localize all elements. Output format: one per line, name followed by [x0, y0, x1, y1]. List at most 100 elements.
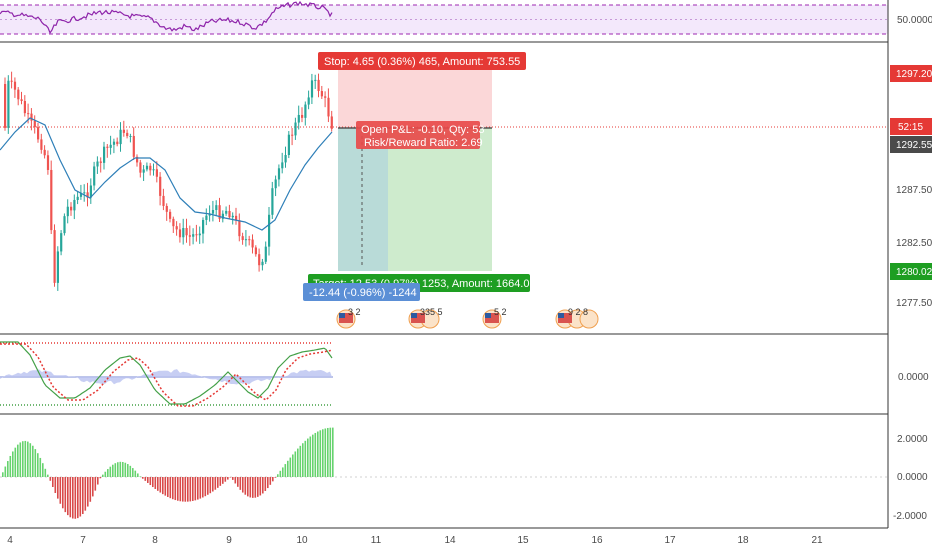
histogram-bar: [59, 477, 62, 504]
candle: [238, 220, 241, 237]
histogram-bar: [129, 465, 132, 477]
candle: [241, 236, 244, 241]
candle: [70, 206, 73, 211]
histogram-bar: [69, 477, 72, 518]
histogram-bar: [327, 427, 329, 477]
histogram-bar: [309, 436, 312, 477]
candles-group: [4, 71, 333, 291]
histogram-bar: [97, 477, 99, 485]
event-badge[interactable]: 335 5: [408, 307, 443, 329]
candle: [264, 246, 267, 262]
candle: [119, 129, 122, 145]
candle: [112, 141, 116, 145]
candle: [228, 210, 231, 218]
histogram-bar: [159, 477, 162, 493]
histogram-bar: [209, 477, 212, 494]
histogram-bar: [219, 477, 222, 486]
histogram-bar: [27, 441, 29, 477]
candle: [27, 113, 30, 115]
candle: [165, 205, 168, 212]
histogram-bar: [227, 477, 229, 480]
x-tick-label: 11: [371, 535, 382, 546]
histogram-bar: [262, 477, 264, 494]
stop-zone: [338, 70, 492, 128]
histogram-bar: [7, 461, 9, 477]
x-tick-label: 15: [517, 535, 529, 546]
histogram-bar: [154, 477, 157, 489]
stoch-d-line: [0, 343, 333, 407]
pnl-label-box: [356, 121, 480, 149]
candle: [155, 169, 158, 177]
candle: [96, 161, 99, 167]
histogram-bar: [199, 477, 202, 499]
stoch-histogram-fill: [0, 369, 332, 385]
candle: [218, 205, 221, 219]
histogram-bar: [112, 464, 114, 477]
histogram-bar: [214, 477, 217, 490]
candle: [40, 139, 43, 150]
measure-label: -12.44 (-0.96%) -1244: [309, 287, 417, 299]
candle: [66, 206, 69, 217]
histogram-bar: [312, 434, 314, 477]
moving-average-line: [0, 117, 333, 231]
stoch-axis-label: 0.0000: [898, 372, 929, 383]
histogram-bar: [272, 477, 274, 482]
candle: [46, 155, 50, 170]
event-badge[interactable]: 5 2: [482, 307, 507, 329]
candle: [244, 239, 248, 241]
candle: [33, 120, 36, 128]
histogram-bar: [77, 477, 79, 519]
candle: [277, 168, 281, 180]
histogram-bar: [89, 477, 92, 502]
event-badge[interactable]: 9 2 8: [555, 307, 599, 329]
histogram-bar: [47, 474, 49, 477]
candle: [235, 215, 238, 221]
candle: [261, 261, 264, 266]
candle: [172, 218, 175, 227]
histogram-bar: [99, 477, 102, 479]
candle: [248, 239, 251, 241]
histogram-bar: [124, 462, 127, 477]
histogram-bar: [192, 477, 194, 501]
candle: [142, 169, 145, 173]
candle: [330, 116, 333, 129]
histogram-bar: [234, 477, 237, 484]
histogram-bar: [92, 477, 94, 497]
countdown-tag: [890, 118, 932, 135]
candle: [89, 185, 92, 198]
histogram-bar: [189, 477, 192, 502]
histogram-bar: [147, 477, 149, 483]
candle: [106, 146, 109, 148]
candle: [225, 210, 228, 214]
rsi-axis-label: 50.0000: [897, 15, 932, 26]
candle: [20, 99, 23, 101]
candle: [37, 127, 40, 140]
candle: [221, 213, 224, 219]
histogram-bar: [297, 448, 299, 477]
candle: [195, 234, 198, 236]
histogram-bar: [177, 477, 179, 501]
candle: [281, 162, 284, 169]
rsi-band: [0, 5, 888, 34]
candle: [76, 196, 79, 200]
histogram-bar: [232, 477, 234, 480]
last-price-tag: [890, 136, 932, 153]
target-price-text: 1280.02: [896, 267, 932, 278]
histogram-bar: [119, 461, 122, 477]
histogram-bar: [117, 462, 119, 477]
svg-text:335 5: 335 5: [420, 307, 443, 317]
svg-text:3 2: 3 2: [348, 307, 361, 317]
histogram-bar: [152, 477, 154, 488]
time-axis[interactable]: 4 7 8 9 10 11 14 15 16 17 18 21: [7, 535, 823, 546]
histogram-bar: [109, 466, 112, 477]
histogram-bar: [157, 477, 159, 491]
candle: [211, 209, 215, 214]
measure-label-box: [303, 283, 420, 301]
candle: [304, 104, 307, 118]
x-tick-label: 8: [152, 535, 158, 546]
candle: [99, 161, 102, 163]
histogram-bar: [22, 441, 24, 477]
event-badge[interactable]: 3 2: [336, 307, 361, 329]
candle: [73, 199, 76, 211]
